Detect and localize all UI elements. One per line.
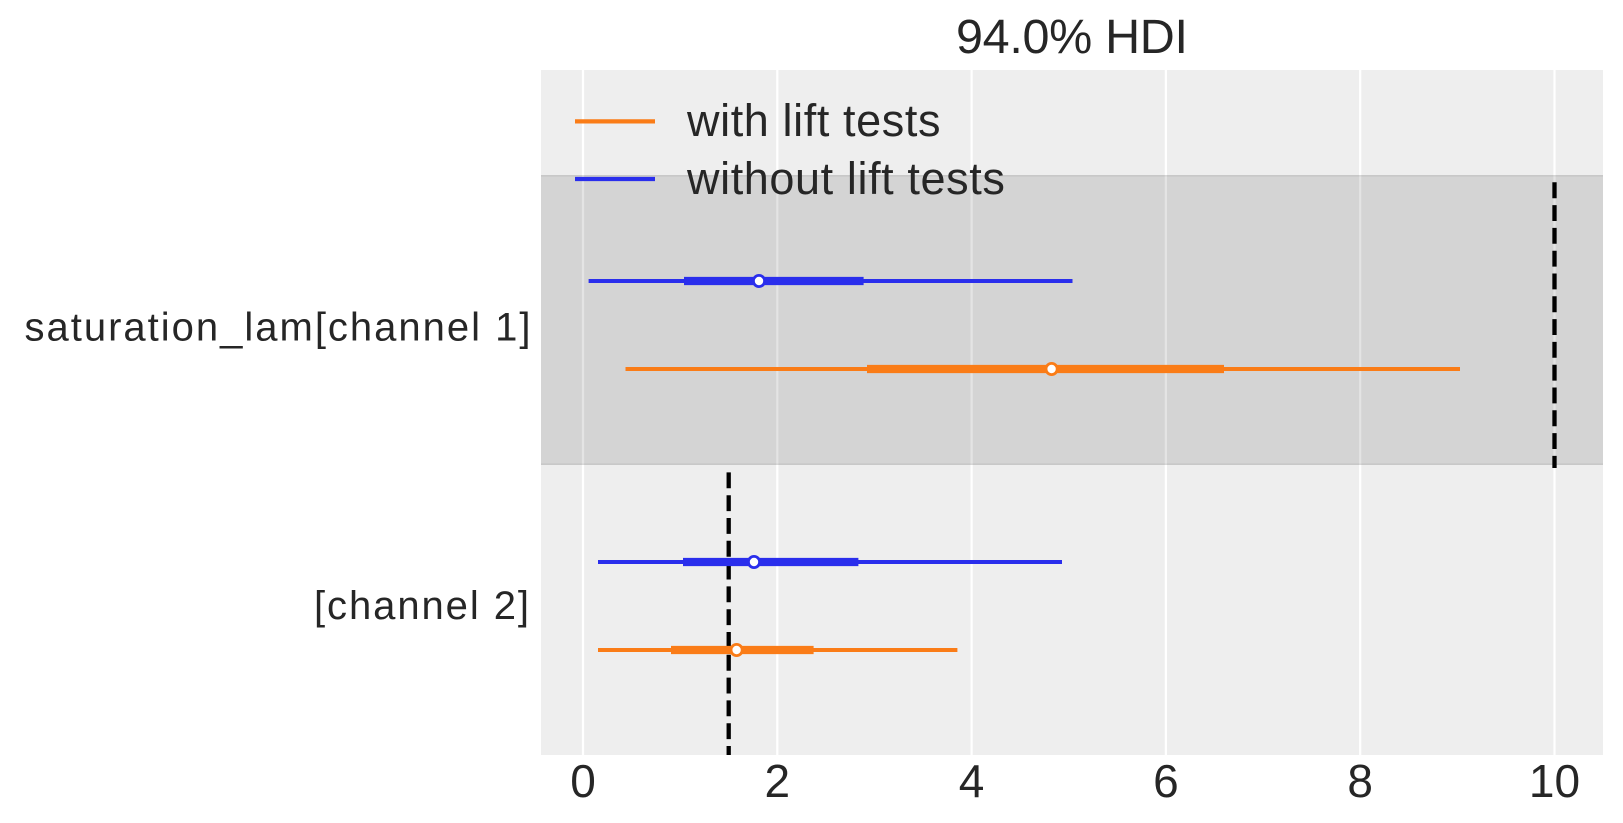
svg-text:8: 8 <box>1347 755 1373 807</box>
svg-text:2: 2 <box>765 755 791 807</box>
svg-text:10: 10 <box>1529 755 1580 807</box>
svg-text:94.0% HDI: 94.0% HDI <box>956 10 1188 64</box>
svg-text:[channel 2]: [channel 2] <box>314 584 529 628</box>
svg-text:saturation_lam[channel 1]: saturation_lam[channel 1] <box>25 306 531 350</box>
svg-text:4: 4 <box>959 755 985 807</box>
svg-text:with lift tests: with lift tests <box>686 95 941 146</box>
svg-text:6: 6 <box>1153 755 1179 807</box>
svg-text:0: 0 <box>570 755 596 807</box>
svg-text:without lift tests: without lift tests <box>686 153 1005 204</box>
